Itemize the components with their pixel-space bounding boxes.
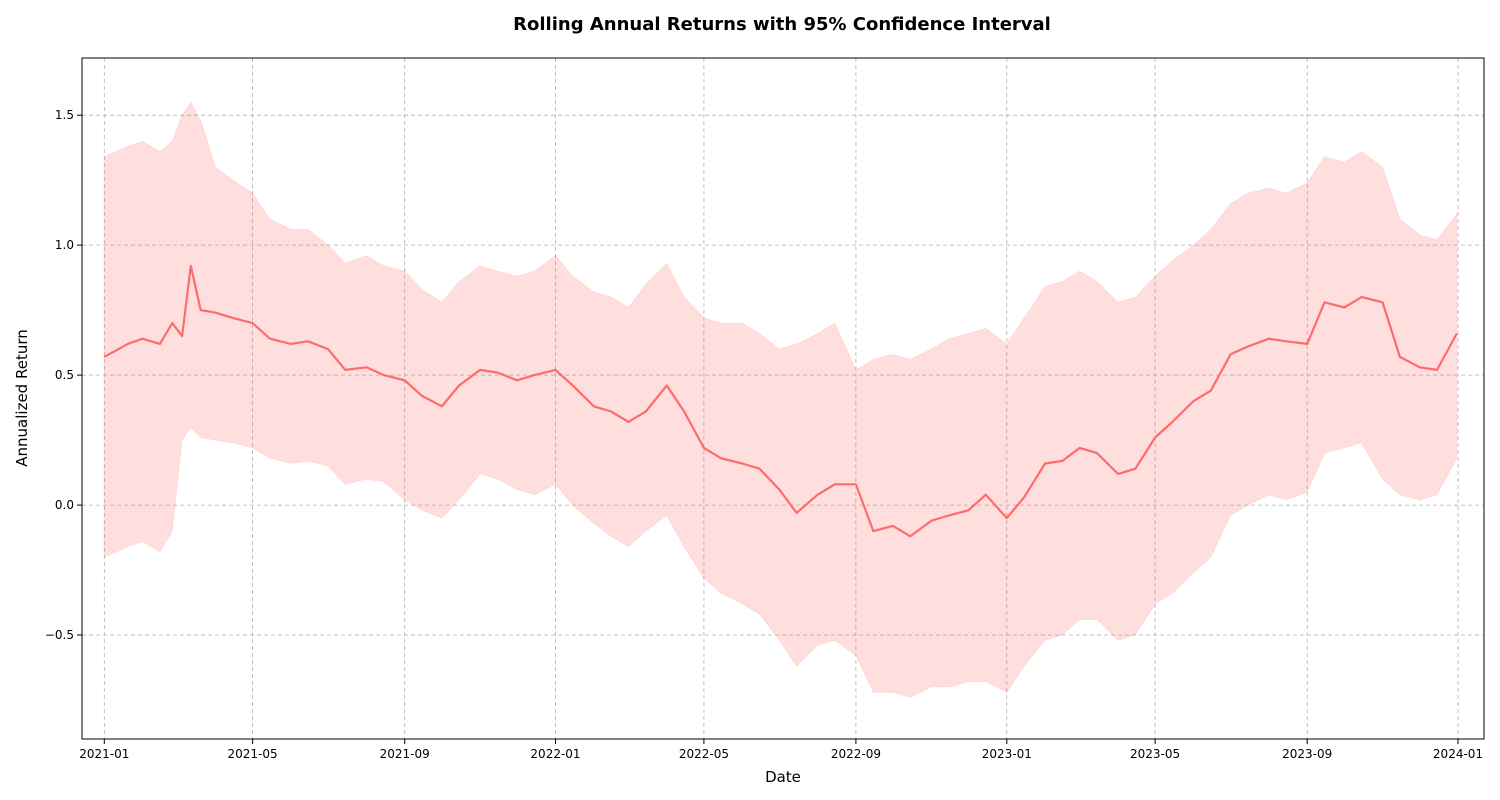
x-tick-label: 2021-01 (79, 747, 129, 761)
x-axis: 2021-01 2021-05 2021-09 2022-01 2022-05 2022-… (79, 739, 1483, 761)
y-tick-label: 1.0 (55, 238, 74, 252)
chart-title: Rolling Annual Returns with 95% Confiden… (513, 14, 1051, 35)
x-tick-label: 2022-05 (679, 747, 729, 761)
x-tick-label: 2024-01 (1433, 747, 1483, 761)
y-tick-label: 0.5 (55, 368, 74, 382)
x-tick-label: 2022-01 (530, 747, 580, 761)
y-axis: −0.5 0.0 0.5 1.0 1.5 (45, 108, 82, 642)
y-tick-label: −0.5 (45, 628, 74, 642)
plot-frame (81, 57, 1485, 740)
confidence-band (103, 101, 1458, 698)
y-axis-label: Annualized Return (13, 329, 31, 466)
x-tick-label: 2023-09 (1282, 747, 1332, 761)
grid (82, 58, 1484, 739)
x-tick-label: 2021-09 (380, 747, 430, 761)
x-tick-label: 2023-01 (982, 747, 1032, 761)
y-tick-label: 0.0 (55, 498, 74, 512)
x-tick-label: 2021-05 (228, 747, 278, 761)
y-tick-label: 1.5 (55, 108, 74, 122)
x-tick-label: 2023-05 (1130, 747, 1180, 761)
x-tick-label: 2022-09 (831, 747, 881, 761)
mean-return-line (103, 264, 1458, 538)
x-axis-label: Date (765, 768, 801, 786)
